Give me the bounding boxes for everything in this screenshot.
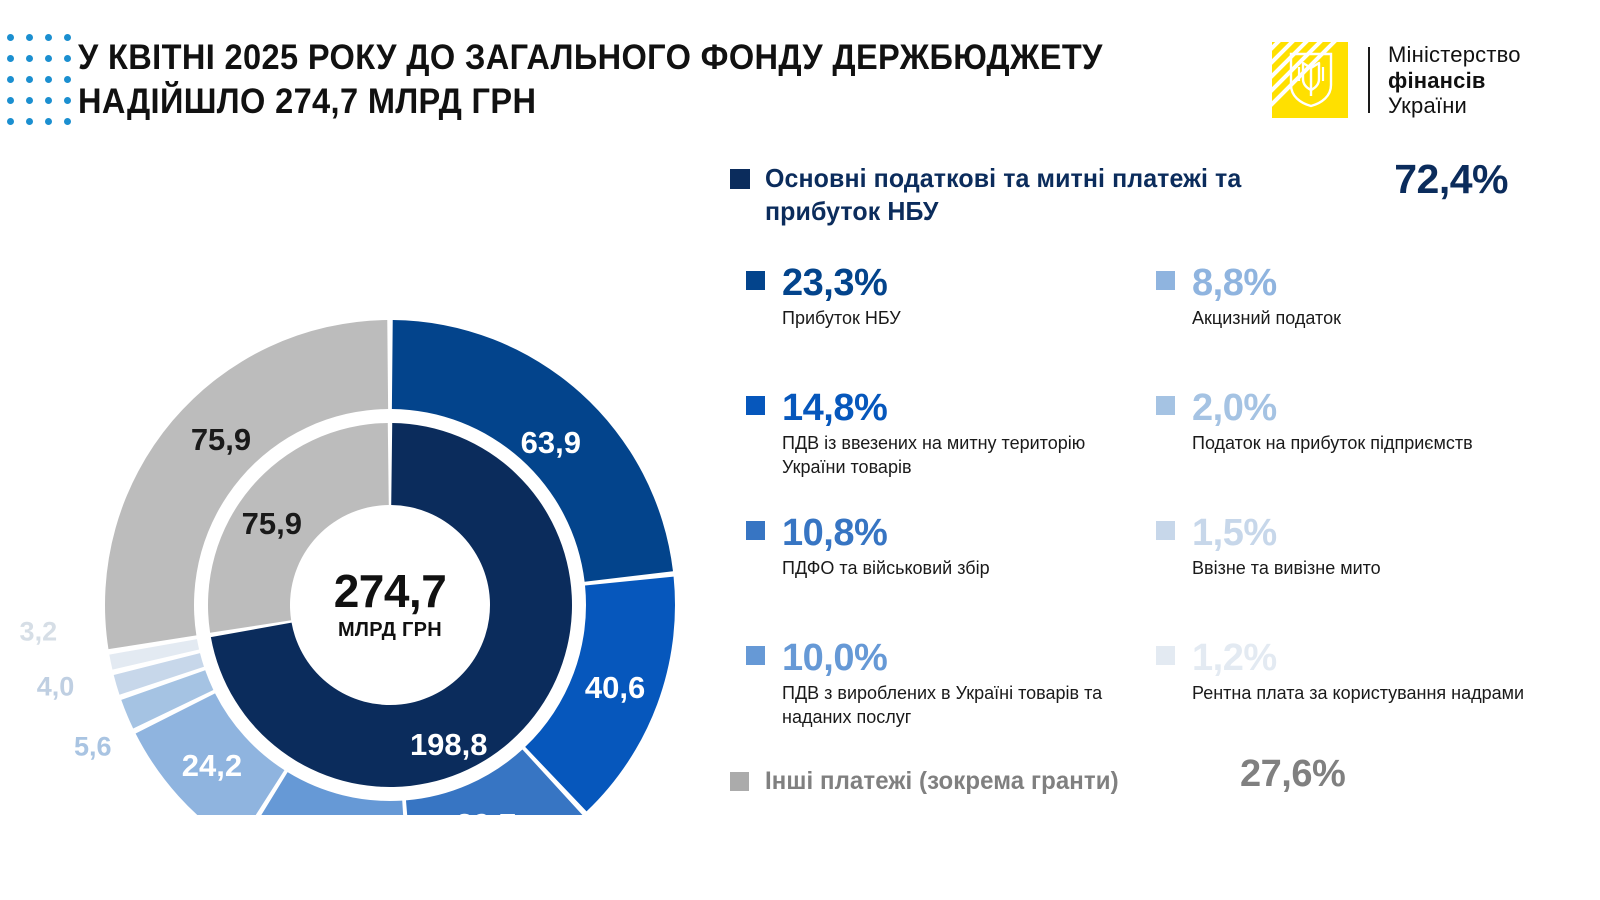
- legend-items-grid: 23,3% Прибуток НБУ 8,8% Акцизний податок 14,…: [730, 262, 1570, 762]
- legend-item-swatch: [746, 396, 765, 415]
- header: У КВІТНІ 2025 РОКУ ДО ЗАГАЛЬНОГО ФОНДУ Д…: [0, 0, 1600, 160]
- legend-footer-swatch: [730, 772, 749, 791]
- decorative-dot: [64, 55, 71, 62]
- ukraine-trident-icon: [1272, 42, 1348, 119]
- decorative-dot: [45, 55, 52, 62]
- legend-header-swatch: [730, 169, 750, 189]
- donut-outer-slice-label: 75,9: [190, 422, 252, 458]
- decorative-dot: [26, 118, 33, 125]
- legend-item[interactable]: 23,3% Прибуток НБУ: [730, 262, 1140, 387]
- legend-item-label: Акцизний податок: [1192, 308, 1341, 328]
- decorative-dot: [26, 76, 33, 83]
- legend-item[interactable]: 1,2% Рентна плата за користування надрами: [1140, 637, 1550, 762]
- donut-outer-slice-label: 24,2: [181, 747, 243, 783]
- legend-header-percent: 72,4%: [1394, 156, 1508, 202]
- decorative-dot: [7, 118, 14, 125]
- donut-outer-slice-label: 5,6: [74, 731, 112, 762]
- center-total-unit: МЛРД ГРН: [337, 619, 443, 641]
- legend-item-percent: 1,5%: [1192, 512, 1277, 554]
- donut-outer-slice: [391, 320, 673, 582]
- logo-line-2: фінансів: [1388, 67, 1486, 93]
- donut-outer-slice: [121, 670, 214, 729]
- donut-outer-slice-label: 40,6: [584, 670, 646, 706]
- decorative-dot: [64, 34, 71, 41]
- legend-item-swatch: [1156, 396, 1175, 415]
- donut-outer-slice: [525, 576, 676, 812]
- legend-item-percent: 1,2%: [1192, 637, 1277, 679]
- decorative-dot: [26, 55, 33, 62]
- donut-inner-slice-label: 75,9: [241, 506, 302, 542]
- donut-inner-slice: [210, 423, 573, 787]
- logo-text: Міністерство фінансів України: [1388, 42, 1521, 119]
- donut-outer-slice: [105, 320, 389, 650]
- legend-footer-percent: 27,6%: [1240, 753, 1346, 795]
- donut-outer-slice: [113, 653, 204, 695]
- legend-item-label: Рентна плата за користування надрами: [1192, 683, 1525, 703]
- legend-item-percent: 14,8%: [782, 387, 888, 429]
- legend-header-item: Основні податкові та митні платежі та пр…: [730, 156, 1570, 228]
- legend-item-label: Ввізне та вивізне мито: [1192, 558, 1381, 578]
- legend-item-percent: 8,8%: [1192, 262, 1277, 304]
- legend-item[interactable]: 10,8% ПДФО та військовий збір: [730, 512, 1140, 637]
- donut-outer-slice-label: 29,7: [455, 806, 517, 842]
- logo-line-3: України: [1388, 93, 1468, 119]
- legend-item-label: ПДФО та військовий збір: [782, 558, 990, 578]
- legend-item-label: Прибуток НБУ: [782, 308, 901, 328]
- donut-outer-slice-label: 4,0: [36, 671, 75, 702]
- decorative-dot: [26, 34, 33, 41]
- legend-item-swatch: [746, 646, 765, 665]
- legend-item-swatch: [1156, 646, 1175, 665]
- legend-footer-label: Інші платежі (зокрема гранти): [765, 767, 1119, 795]
- donut-inner-slice: [208, 423, 389, 633]
- page-title: У КВІТНІ 2025 РОКУ ДО ЗАГАЛЬНОГО ФОНДУ Д…: [78, 38, 1103, 121]
- decorative-dot: [64, 118, 71, 125]
- donut-outer-slice-label: 27,6: [301, 819, 363, 855]
- legend-item-label: ПДВ із ввезених на митну територію Украї…: [782, 433, 1086, 477]
- legend-item-swatch: [1156, 521, 1175, 540]
- donut-inner-slice-label: 198,8: [409, 727, 488, 763]
- decorative-dot: [7, 55, 14, 62]
- decorative-dot: [7, 97, 14, 104]
- decorative-dot: [45, 76, 52, 83]
- donut-outer-slice: [109, 639, 200, 670]
- donut-outer-slice: [405, 749, 583, 815]
- decorative-dot: [64, 97, 71, 104]
- legend-footer-item: Інші платежі (зокрема гранти) 27,6%: [730, 753, 1570, 796]
- decorative-dot: [7, 34, 14, 41]
- decorative-dot: [7, 76, 14, 83]
- donut-outer-slice: [135, 693, 285, 815]
- legend: Основні податкові та митні платежі та пр…: [730, 156, 1570, 842]
- legend-header-label: Основні податкові та митні платежі та пр…: [765, 163, 1242, 226]
- legend-item[interactable]: 8,8% Акцизний податок: [1140, 262, 1550, 387]
- logo-divider: [1368, 47, 1370, 114]
- donut-center-total: 274,7 МЛРД ГРН: [305, 520, 475, 690]
- decorative-dot: [45, 97, 52, 104]
- legend-item-swatch: [746, 271, 765, 290]
- legend-item-percent: 2,0%: [1192, 387, 1277, 429]
- ministry-logo: Міністерство фінансів України: [1272, 42, 1521, 119]
- legend-item-label: ПДВ з вироблених в Україні товарів та на…: [782, 683, 1103, 727]
- legend-item[interactable]: 10,0% ПДВ з вироблених в Україні товарів …: [730, 637, 1140, 762]
- legend-item[interactable]: 1,5% Ввізне та вивізне мито: [1140, 512, 1550, 637]
- center-total-value: 274,7: [333, 565, 447, 617]
- legend-item-label: Податок на прибуток підприємств: [1192, 433, 1473, 453]
- decorative-dot: [64, 76, 71, 83]
- logo-line-1: Міністерство: [1388, 42, 1521, 67]
- donut-outer-slice-label: 3,2: [19, 616, 58, 647]
- donut-chart-svg: [105, 320, 676, 815]
- legend-item-swatch: [746, 521, 765, 540]
- legend-item[interactable]: 14,8% ПДВ із ввезених на митну територію …: [730, 387, 1140, 512]
- legend-item-percent: 23,3%: [782, 262, 888, 304]
- legend-item-swatch: [1156, 271, 1175, 290]
- donut-outer-slice: [261, 772, 404, 815]
- decorative-dot: [45, 34, 52, 41]
- donut-chart: 274,7 МЛРД ГРН 198,8 75,9 63,9 40,6 29,7 27,6…: [20, 175, 740, 855]
- legend-item-percent: 10,8%: [782, 512, 888, 554]
- decorative-dot-grid: [0, 34, 74, 126]
- decorative-dot: [26, 97, 33, 104]
- decorative-dot: [45, 118, 52, 125]
- legend-item-percent: 10,0%: [782, 637, 888, 679]
- donut-outer-slice-label: 63,9: [520, 425, 582, 461]
- legend-item[interactable]: 2,0% Податок на прибуток підприємств: [1140, 387, 1550, 512]
